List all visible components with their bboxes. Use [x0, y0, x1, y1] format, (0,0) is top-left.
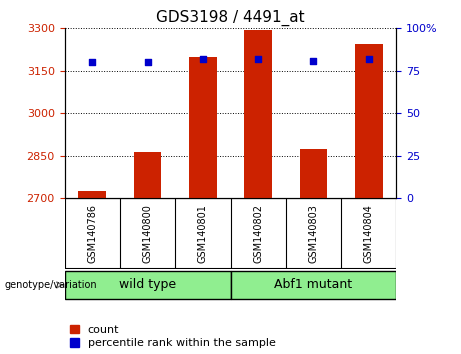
- Bar: [244, 30, 272, 198]
- Point: [199, 56, 207, 62]
- Point: [144, 59, 151, 65]
- Bar: [300, 149, 327, 198]
- Legend: count, percentile rank within the sample: count, percentile rank within the sample: [70, 325, 276, 348]
- Text: GSM140786: GSM140786: [87, 204, 97, 263]
- Title: GDS3198 / 4491_at: GDS3198 / 4491_at: [156, 9, 305, 25]
- Point: [254, 56, 262, 62]
- Point: [89, 59, 96, 65]
- Text: GSM140804: GSM140804: [364, 204, 374, 263]
- FancyBboxPatch shape: [230, 271, 396, 299]
- Text: genotype/variation: genotype/variation: [5, 280, 97, 290]
- Bar: [134, 152, 161, 198]
- Text: GSM140803: GSM140803: [308, 204, 319, 263]
- Point: [310, 58, 317, 63]
- Bar: [355, 44, 383, 198]
- Point: [365, 56, 372, 62]
- Text: Abf1 mutant: Abf1 mutant: [274, 279, 353, 291]
- Text: GSM140802: GSM140802: [253, 204, 263, 263]
- Bar: [78, 191, 106, 198]
- Text: GSM140801: GSM140801: [198, 204, 208, 263]
- Text: GSM140800: GSM140800: [142, 204, 153, 263]
- FancyBboxPatch shape: [65, 271, 230, 299]
- Bar: [189, 57, 217, 198]
- Text: wild type: wild type: [119, 279, 176, 291]
